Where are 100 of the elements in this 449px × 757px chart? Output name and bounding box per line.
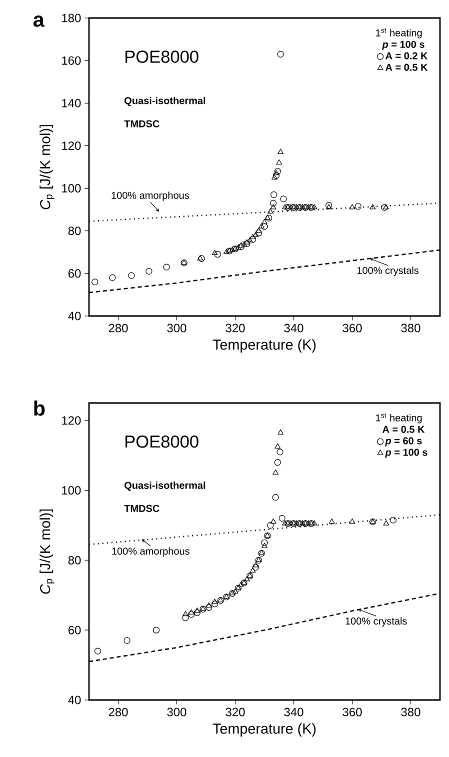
point — [267, 522, 274, 529]
y-tick-label: 60 — [68, 269, 81, 278]
point — [244, 240, 250, 247]
annotation: POE8000 — [126, 435, 198, 448]
point — [294, 204, 300, 210]
y-axis-title: C$_{p}$ [J/(K mol)] — [40, 509, 54, 594]
point — [266, 214, 272, 222]
x-tick-label: 300 — [167, 708, 186, 716]
x-tick-label: 360 — [342, 708, 362, 716]
x-tick-label: 340 — [284, 324, 304, 332]
point — [94, 648, 102, 654]
point — [390, 516, 396, 524]
point — [212, 250, 218, 256]
point — [182, 611, 188, 616]
point — [124, 637, 130, 644]
point — [261, 539, 268, 546]
annotation: TMDSC — [124, 120, 160, 128]
point — [277, 50, 284, 58]
point — [294, 520, 300, 526]
x-axis-title: Temperature (K) — [212, 723, 316, 737]
legend-title: 1$^{st}$ heating — [376, 413, 422, 424]
point — [270, 204, 276, 210]
point — [256, 228, 262, 233]
chart-title: a — [33, 16, 45, 27]
point — [272, 494, 279, 501]
point — [272, 172, 280, 179]
annotation: p = 100 s — [382, 40, 424, 50]
x-tick-label: 280 — [108, 708, 128, 716]
x-tick-label: 280 — [108, 324, 128, 332]
point — [305, 520, 312, 526]
annotation: 100% crystals — [357, 266, 419, 276]
point — [252, 564, 260, 571]
point — [238, 242, 244, 248]
y-tick-label: 40 — [68, 312, 81, 320]
point — [146, 268, 152, 275]
point — [214, 250, 221, 258]
point — [261, 223, 268, 230]
point — [276, 159, 282, 165]
y-tick-label: 160 — [62, 56, 81, 65]
annotation: POE8000 — [126, 50, 198, 63]
point — [274, 168, 281, 175]
point — [163, 264, 170, 270]
point — [241, 241, 247, 246]
point — [349, 518, 356, 524]
point — [288, 204, 294, 210]
point — [282, 204, 288, 210]
point — [270, 191, 278, 198]
point — [300, 204, 306, 210]
annotation: 100% amorphous — [112, 192, 190, 201]
point — [270, 518, 276, 524]
point — [109, 274, 116, 281]
point — [274, 459, 281, 466]
legend-label: A = 0.2 K — [386, 52, 428, 60]
point — [272, 174, 278, 180]
point — [276, 448, 284, 456]
point — [370, 204, 376, 210]
point — [244, 576, 250, 582]
y-tick-label: 40 — [68, 696, 81, 704]
point — [250, 567, 256, 573]
point — [311, 520, 318, 526]
x-axis-title: Temperature (K) — [212, 339, 316, 353]
y-tick-label: 120 — [62, 141, 81, 150]
point — [270, 200, 277, 206]
annotation: A = 0.5 K — [382, 426, 425, 433]
y-tick-label: 100 — [62, 486, 81, 495]
point — [244, 239, 250, 244]
point — [258, 223, 264, 228]
y-tick-label: 180 — [62, 14, 81, 22]
point — [188, 609, 194, 614]
point — [280, 196, 287, 202]
point — [212, 598, 218, 604]
point — [311, 204, 318, 210]
point — [249, 236, 256, 243]
x-tick-label: 380 — [401, 708, 420, 716]
point — [305, 204, 312, 210]
x-tick-label: 360 — [342, 324, 362, 332]
point — [92, 278, 98, 286]
annotation: 100% crystals — [346, 617, 407, 627]
point — [328, 518, 335, 524]
point — [246, 237, 253, 242]
point — [250, 234, 256, 240]
point — [262, 219, 268, 224]
x-tick-label: 320 — [226, 708, 245, 716]
point — [272, 470, 279, 475]
point — [152, 626, 160, 634]
x-tick-label: 300 — [167, 324, 186, 332]
annotation: Quasi-isothermal — [124, 482, 206, 491]
point — [288, 520, 294, 526]
point — [326, 202, 332, 209]
x-tick-label: 320 — [226, 324, 245, 332]
y-tick-label: 100 — [62, 184, 81, 193]
point — [300, 520, 306, 526]
point — [252, 232, 259, 237]
point — [188, 611, 195, 618]
annotation: TMDSC — [124, 504, 160, 512]
point — [383, 520, 390, 526]
point — [182, 614, 189, 622]
y-tick-label: 60 — [68, 626, 81, 634]
point — [278, 514, 286, 522]
point — [267, 208, 274, 214]
